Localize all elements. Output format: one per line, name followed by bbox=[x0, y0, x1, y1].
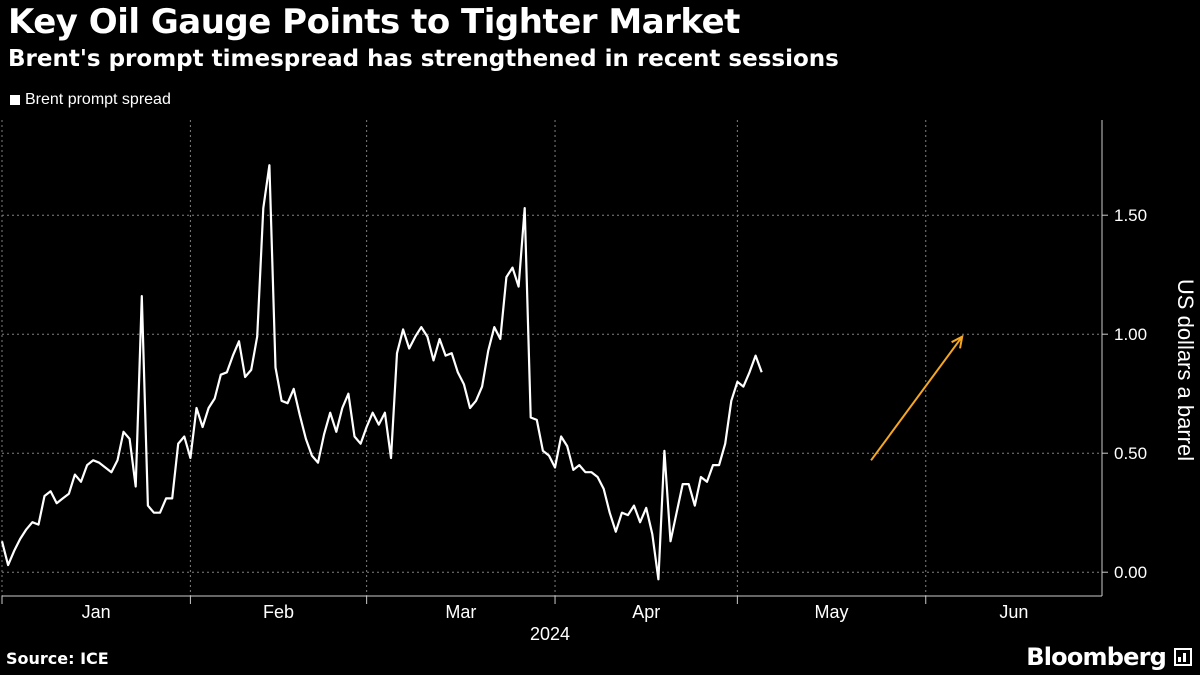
legend-swatch bbox=[10, 95, 20, 105]
legend: Brent prompt spread bbox=[10, 91, 171, 109]
trend-arrow-head bbox=[951, 334, 964, 349]
y-tick-label: 0.50 bbox=[1114, 444, 1147, 463]
legend-label: Brent prompt spread bbox=[25, 91, 171, 108]
brand-name: Bloomberg bbox=[1026, 643, 1167, 671]
grid-lines bbox=[1, 120, 1102, 596]
x-tick-label: Jun bbox=[999, 602, 1028, 622]
trend-arrow-shaft bbox=[870, 335, 964, 461]
series-line-brent-prompt-spread bbox=[0, 164, 763, 581]
y-tick-label: 0.00 bbox=[1114, 563, 1147, 582]
y-axis: 0.00 0.50 1.00 1.50 bbox=[1101, 120, 1147, 596]
x-tick-label: Apr bbox=[632, 602, 660, 622]
y-tick-label: 1.00 bbox=[1114, 325, 1147, 344]
x-axis: Jan Feb Mar Apr May Jun bbox=[1, 595, 1102, 622]
x-tick-label: Jan bbox=[82, 602, 111, 622]
y-tick-label: 1.50 bbox=[1114, 206, 1147, 225]
chart-subtitle: Brent's prompt timespread has strengthen… bbox=[8, 46, 839, 72]
x-axis-label: 2024 bbox=[530, 624, 570, 644]
source-note: Source: ICE bbox=[6, 649, 109, 668]
x-tick-label: May bbox=[815, 602, 849, 622]
brand: Bloomberg bbox=[1026, 643, 1192, 671]
bloomberg-terminal-icon bbox=[1174, 648, 1192, 666]
x-tick-label: Mar bbox=[445, 602, 476, 622]
x-tick-label: Feb bbox=[263, 602, 294, 622]
series-layer bbox=[0, 164, 763, 581]
annotation-layer bbox=[870, 334, 964, 461]
y-axis-label: US dollars a barrel bbox=[1173, 279, 1198, 461]
chart-title: Key Oil Gauge Points to Tighter Market bbox=[8, 2, 740, 42]
